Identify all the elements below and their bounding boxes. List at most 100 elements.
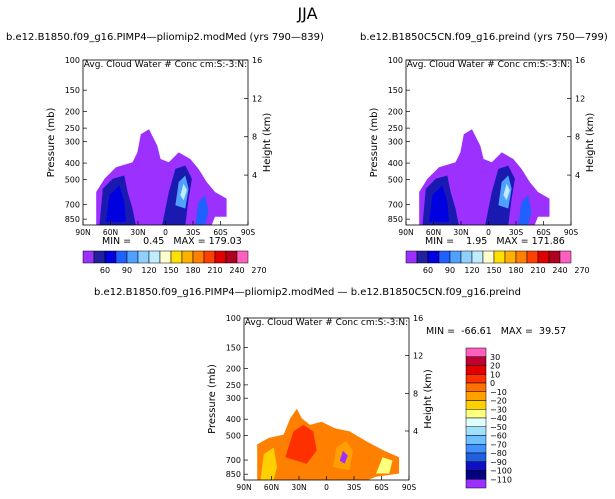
cloud-nh-inner (429, 185, 449, 222)
cloud-eq-peak (180, 183, 187, 201)
colorbar-swatch (482, 250, 495, 264)
colorbar-swatch (465, 452, 487, 462)
colorbar-swatch (438, 250, 451, 264)
pressure-tick-label: 150 (65, 86, 80, 95)
colorbar-swatch (449, 250, 462, 264)
colorbar-swatch (236, 250, 249, 264)
colorbar-swatch (465, 470, 487, 480)
y-axis-label-right: Height (km) (262, 113, 273, 173)
lat-tick-label: 60S (536, 228, 551, 237)
panel3-plot (243, 317, 410, 481)
colorbar-label: 210 (207, 266, 222, 275)
pressure-tick-label: 850 (226, 470, 241, 479)
pressure-tick-label: 250 (388, 124, 403, 133)
colorbar-label: 240 (552, 266, 567, 275)
colorbar-swatch (115, 250, 128, 264)
colorbar-label: 60 (423, 266, 433, 275)
pressure-tick-label: 200 (226, 365, 241, 374)
lat-tick-label: 0 (163, 228, 168, 237)
lat-tick-label: 60N (264, 483, 279, 492)
pressure-tick-label: 400 (388, 159, 403, 168)
lat-tick-label: 90S (241, 228, 256, 237)
cloud-sh-core (518, 195, 532, 225)
lat-tick-label: 90N (236, 483, 251, 492)
pressure-tick-label: 150 (388, 86, 403, 95)
height-tick-label: 4 (413, 427, 418, 436)
panel1-plot (82, 59, 249, 226)
colorbar-swatch (82, 250, 95, 264)
colorbar-label: 150 (486, 266, 501, 275)
y-axis-label-right: Height (km) (423, 369, 434, 429)
colorbar-swatch (559, 250, 572, 264)
colorbar-swatch (465, 365, 487, 375)
lat-tick-label: 30N (291, 483, 306, 492)
colorbar-swatch (192, 250, 205, 264)
panel1-subtitle: Avg. Cloud Water # Conc cm:S:-3:N: (84, 60, 247, 70)
lat-tick-label: 30S (509, 228, 524, 237)
colorbar-swatch (465, 479, 487, 489)
diff-sh-low (376, 457, 393, 474)
colorbar-label: 120 (141, 266, 156, 275)
lat-tick-label: 60N (103, 228, 118, 237)
colorbar-swatch (416, 250, 429, 264)
colorbar-label: 120 (464, 266, 479, 275)
colorbar-swatch (537, 250, 550, 264)
colorbar-swatch (493, 250, 506, 264)
panel3-subtitle: Avg. Cloud Water # Conc cm:S:-3:N: (245, 318, 408, 328)
colorbar-swatch (465, 435, 487, 445)
colorbar-swatch (137, 250, 150, 264)
panel2-title: b.e12.B1850C5CN.f09_g16.preind (yrs 750—… (360, 32, 608, 43)
lat-tick-label: 60S (374, 483, 389, 492)
pressure-tick-label: 100 (388, 56, 403, 65)
pressure-tick-label: 700 (65, 201, 80, 210)
colorbar-swatch (465, 374, 487, 384)
height-tick-label: 12 (575, 94, 585, 103)
colorbar-label: −100 (490, 467, 512, 476)
colorbar-label: −20 (490, 397, 507, 406)
lat-tick-label: 30N (453, 228, 468, 237)
panel2-plot (405, 59, 572, 226)
colorbar-label: 90 (122, 266, 132, 275)
colorbar-swatch (93, 250, 106, 264)
colorbar-label: 10 (490, 370, 500, 379)
colorbar-swatch (465, 347, 487, 357)
colorbar-label: 60 (100, 266, 110, 275)
height-tick-label: 12 (413, 352, 423, 361)
colorbar-swatch (181, 250, 194, 264)
lat-tick-label: 0 (324, 483, 329, 492)
y-axis-label: Pressure (mb) (46, 108, 57, 178)
colorbar-label: 90 (445, 266, 455, 275)
colorbar-swatch (465, 461, 487, 471)
colorbar-swatch (504, 250, 517, 264)
pressure-tick-label: 700 (388, 201, 403, 210)
colorbar-swatch (465, 356, 487, 366)
colorbar-label: −110 (490, 475, 512, 484)
colorbar-swatch (214, 250, 227, 264)
height-tick-label: 16 (413, 314, 423, 323)
pressure-tick-label: 850 (65, 215, 80, 224)
pressure-tick-label: 200 (388, 108, 403, 117)
colorbar-label: −10 (490, 388, 507, 397)
panel2-stats: MIN = 1.95 MAX = 171.86 (425, 236, 565, 247)
colorbar-swatch (465, 409, 487, 419)
colorbar-swatch (548, 250, 561, 264)
colorbar-swatch (460, 250, 473, 264)
colorbar-label: 240 (229, 266, 244, 275)
pressure-tick-label: 500 (226, 431, 241, 440)
pressure-tick-label: 700 (226, 456, 241, 465)
pressure-tick-label: 300 (226, 394, 241, 403)
height-tick-label: 4 (575, 171, 580, 180)
lat-tick-label: 60S (213, 228, 228, 237)
colorbar-swatch (515, 250, 528, 264)
lat-tick-label: 90N (398, 228, 413, 237)
panel1-title: b.e12.B1850.f09_g16.PIMP4—pliomip2.modMe… (6, 32, 324, 43)
pressure-tick-label: 100 (226, 314, 241, 323)
lat-tick-label: 90N (75, 228, 90, 237)
panel3-stats: MIN = -66.61 MAX = 39.57 (426, 326, 567, 337)
pressure-tick-label: 400 (226, 415, 241, 424)
pressure-tick-label: 850 (388, 215, 403, 224)
colorbar-swatch (405, 250, 418, 264)
pressure-tick-label: 300 (65, 138, 80, 147)
height-tick-label: 8 (252, 133, 257, 142)
diff-region (257, 408, 400, 480)
